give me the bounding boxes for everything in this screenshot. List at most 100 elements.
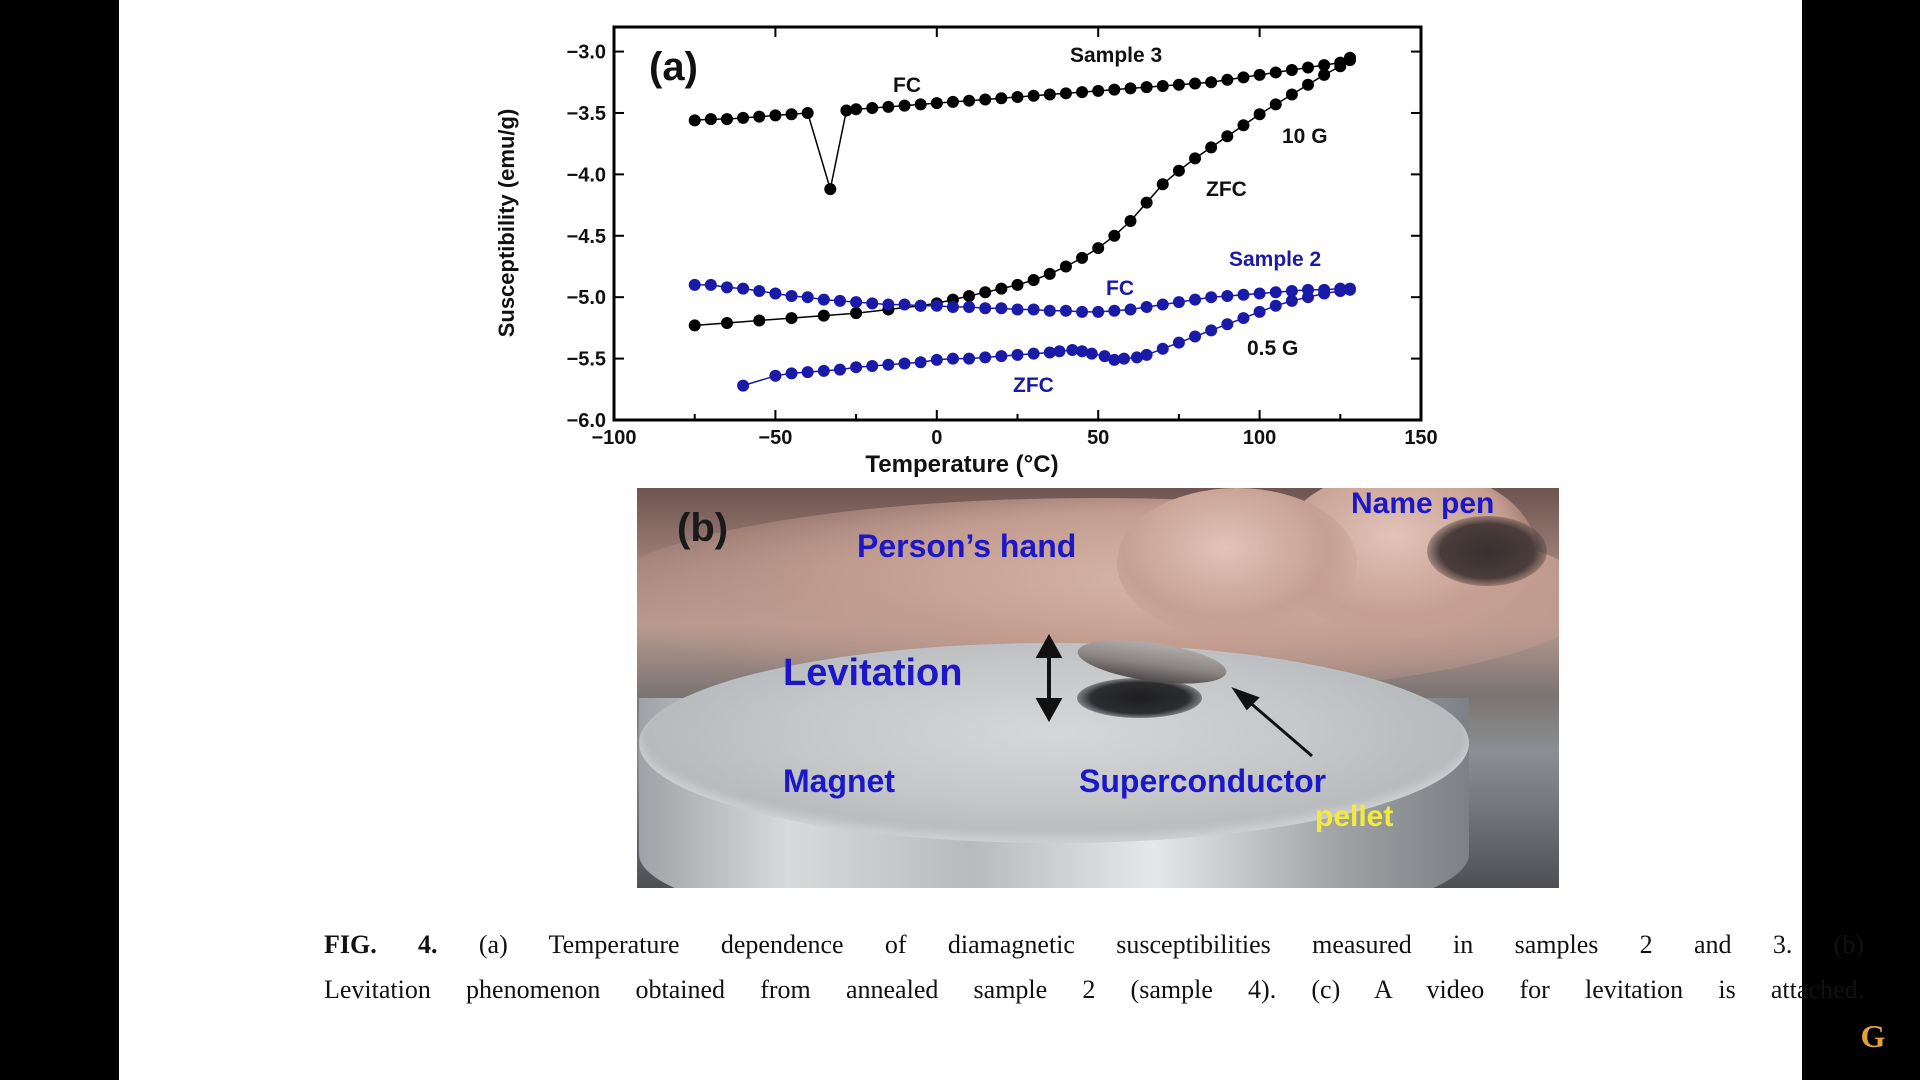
data-point <box>1092 305 1105 318</box>
data-point <box>1205 324 1218 337</box>
data-point <box>946 301 959 314</box>
data-point <box>753 285 766 298</box>
data-point <box>1285 285 1298 298</box>
series-line <box>694 59 1351 190</box>
data-point <box>930 97 943 110</box>
data-point <box>866 297 879 310</box>
data-point <box>1318 68 1331 81</box>
data-point <box>866 359 879 372</box>
annotation-0-5g: 0.5 G <box>1247 337 1298 360</box>
data-point <box>737 111 750 124</box>
data-point <box>1156 79 1169 92</box>
data-point <box>769 109 782 122</box>
data-point <box>963 94 976 107</box>
data-point <box>1221 130 1234 143</box>
pellet-gap-shape <box>1077 678 1202 718</box>
y-tick-label: −6.0 <box>567 410 606 432</box>
data-point <box>769 369 782 382</box>
data-point <box>1253 108 1266 121</box>
data-point <box>979 302 992 315</box>
caption-line-2: Levitation phenomenon obtained from anne… <box>324 975 1864 1004</box>
data-point <box>1092 84 1105 97</box>
levitation-arrow-icon <box>1035 633 1063 723</box>
data-point <box>1302 61 1315 74</box>
data-point <box>1253 287 1266 300</box>
data-point <box>1253 68 1266 81</box>
annotation-zfc-sample2: ZFC <box>1013 374 1054 397</box>
data-point <box>1092 242 1105 255</box>
data-point <box>1076 345 1089 358</box>
data-point <box>1118 352 1131 365</box>
annotation-zfc-sample3: ZFC <box>1206 178 1247 201</box>
data-point <box>1156 178 1169 191</box>
plot-frame <box>612 25 1423 422</box>
label-superconductor: Superconductor <box>1079 763 1327 799</box>
data-point <box>801 291 814 304</box>
caption-line-1: (a) Temperature dependence of diamagneti… <box>478 930 1864 959</box>
data-point <box>1205 141 1218 154</box>
magnet-top-shape <box>639 643 1469 843</box>
data-point <box>1172 78 1185 91</box>
data-point <box>833 294 846 307</box>
data-point <box>1237 312 1250 325</box>
data-point <box>1172 296 1185 309</box>
data-point <box>946 95 959 108</box>
data-point <box>769 287 782 300</box>
data-point <box>963 301 976 314</box>
paper-page: −100 −50 0 50 100 150 −6.0 −5.5 −5.0 −4.5 −4.0 −3.5… <box>119 0 1864 1080</box>
data-point <box>1098 350 1111 363</box>
data-point <box>1237 119 1250 132</box>
y-axis-label: Susceptibility (emu/g) <box>494 109 519 338</box>
series-2 <box>688 278 1356 318</box>
data-point <box>850 307 863 320</box>
data-point <box>1140 81 1153 94</box>
data-point <box>882 358 895 371</box>
data-point <box>1172 336 1185 349</box>
data-point <box>850 361 863 374</box>
x-tick-label: 50 <box>1087 427 1109 449</box>
data-point <box>833 363 846 376</box>
data-point <box>1140 301 1153 314</box>
y-tick-label: −4.5 <box>567 226 606 248</box>
data-point <box>930 353 943 366</box>
data-point <box>882 100 895 113</box>
data-point <box>1124 215 1137 228</box>
x-tick-label: 150 <box>1404 427 1437 449</box>
data-point <box>1076 86 1089 99</box>
data-point <box>785 108 798 121</box>
data-point <box>979 286 992 299</box>
data-point <box>1011 348 1024 361</box>
label-name-pen: Name pen <box>1351 488 1495 520</box>
pointer-arrow-icon <box>1231 687 1313 758</box>
data-point <box>1205 291 1218 304</box>
data-point <box>995 282 1008 295</box>
y-tick-label: −3.0 <box>567 42 606 64</box>
data-point <box>1318 287 1331 300</box>
data-point <box>688 319 701 332</box>
data-point <box>1076 251 1089 264</box>
data-point <box>1343 283 1356 296</box>
data-point <box>737 379 750 392</box>
data-point <box>1059 87 1072 100</box>
label-magnet: Magnet <box>783 763 895 799</box>
data-point <box>720 281 733 294</box>
data-point <box>840 104 853 117</box>
data-point <box>1285 63 1298 76</box>
data-point <box>1108 353 1121 366</box>
data-point <box>1066 343 1079 356</box>
data-point <box>946 352 959 365</box>
data-point <box>1302 291 1315 304</box>
data-point <box>817 293 830 306</box>
data-point <box>866 102 879 115</box>
data-point <box>1156 298 1169 311</box>
data-point <box>720 316 733 329</box>
data-point <box>995 92 1008 105</box>
data-point <box>882 298 895 311</box>
data-point <box>1172 164 1185 177</box>
data-point <box>753 110 766 123</box>
data-point <box>1043 304 1056 317</box>
data-point <box>1237 71 1250 84</box>
data-point <box>1343 51 1356 64</box>
figure-caption: FIG. 4. (a) Temperature dependence of di… <box>324 922 1864 1012</box>
data-point <box>1140 196 1153 209</box>
